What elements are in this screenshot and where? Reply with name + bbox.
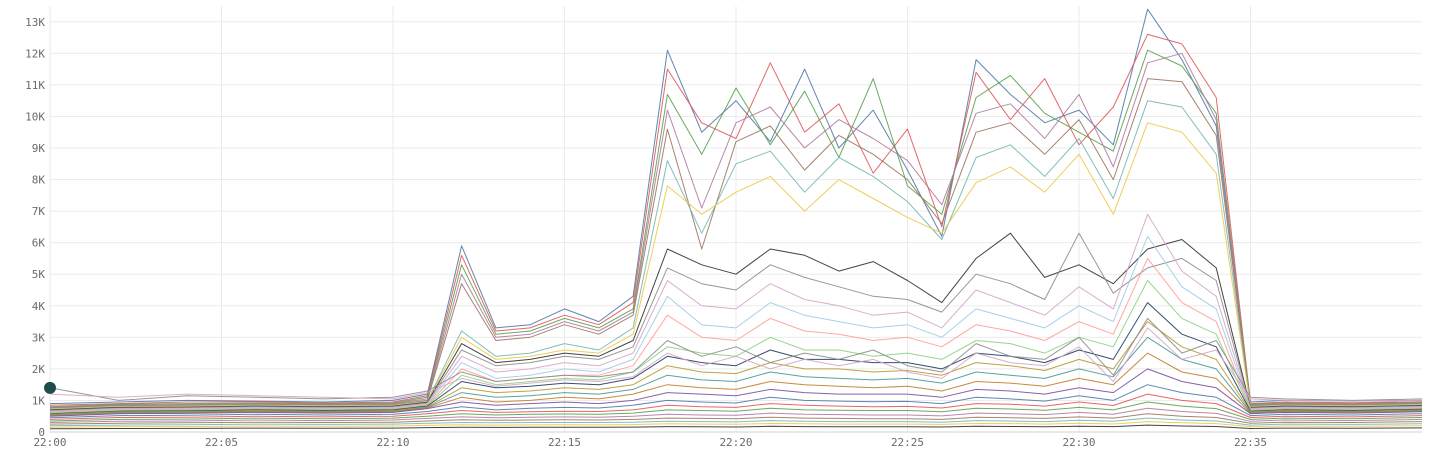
series-lines — [49, 8, 1423, 430]
x-tick-label: 22:00 — [33, 436, 66, 449]
series-line — [49, 8, 1423, 405]
series-line — [49, 257, 1423, 413]
series-line — [49, 336, 1423, 416]
series-line — [49, 235, 1423, 413]
series-line — [49, 352, 1423, 417]
x-tick-label: 22:20 — [719, 436, 752, 449]
series-line — [49, 413, 1423, 425]
series-line — [49, 302, 1423, 415]
series-line — [49, 100, 1423, 410]
y-tick-label: 0 — [38, 426, 45, 439]
y-tick-label: 13K — [25, 16, 45, 29]
y-tick-label: 8K — [32, 174, 46, 187]
y-tick-label: 7K — [32, 205, 46, 218]
series-line — [49, 33, 1423, 406]
y-tick-label: 6K — [32, 237, 46, 250]
series-line — [49, 407, 1423, 423]
series-line — [49, 213, 1423, 412]
series-line — [49, 421, 1423, 428]
y-tick-label: 3K — [32, 331, 46, 344]
grid — [49, 6, 1422, 433]
start-point-marker — [44, 381, 56, 394]
y-tick-label: 10K — [25, 110, 45, 123]
y-tick-label: 1K — [32, 394, 46, 407]
series-line — [49, 368, 1423, 417]
series-line — [49, 327, 1423, 402]
y-tick-label: 2K — [32, 363, 46, 376]
x-tick-label: 22:35 — [1234, 436, 1267, 449]
y-tick-label: 11K — [25, 79, 45, 92]
axes: 0 1K 2K 3K 4K 5K 6K 7K 8K 9K 10K 11K 12K 13K 22:00 22:0… — [25, 16, 1422, 449]
series-line — [49, 321, 1423, 415]
x-tick-label: 22:05 — [205, 436, 238, 449]
x-tick-label: 22:25 — [891, 436, 924, 449]
series-line — [49, 232, 1423, 411]
series-line — [49, 317, 1423, 401]
series-line — [49, 417, 1423, 427]
x-tick-label: 22:30 — [1062, 436, 1095, 449]
series-line — [49, 424, 1423, 430]
y-tick-label: 5K — [32, 268, 46, 281]
series-line — [49, 384, 1423, 419]
series-line — [49, 78, 1423, 409]
series-line — [49, 52, 1423, 408]
x-tick-label: 22:15 — [548, 436, 581, 449]
series-line — [49, 280, 1423, 414]
series-line — [49, 401, 1423, 422]
y-tick-label: 4K — [32, 300, 46, 313]
series-line — [49, 232, 1423, 411]
series-line — [49, 122, 1423, 410]
series-line — [49, 393, 1423, 420]
y-tick-label: 9K — [32, 142, 46, 155]
y-tick-label: 12K — [25, 47, 45, 60]
x-tick-label: 22:10 — [376, 436, 409, 449]
